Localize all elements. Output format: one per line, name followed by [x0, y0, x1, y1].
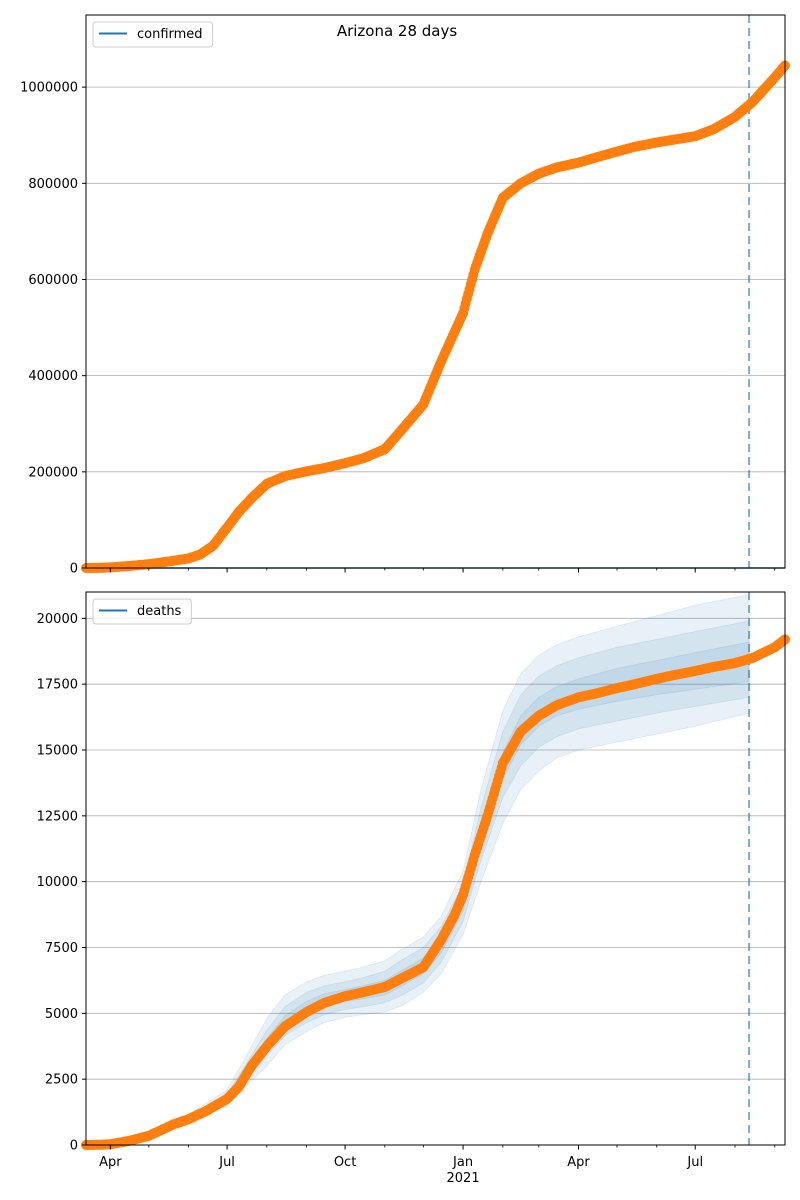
deaths-observed-series [81, 634, 790, 1150]
y-tick-label: 1000000 [20, 81, 78, 96]
deaths-y-axis: 0 2500 5000 7500 10000 12500 15000 17500 20000 [37, 612, 86, 1154]
x-tick-sublabel: 2021 [447, 1171, 480, 1186]
y-tick-label: 600000 [28, 273, 78, 288]
y-tick-label: 15000 [37, 744, 78, 759]
x-tick-label: Apr [567, 1155, 590, 1170]
confirmed-panel: 0 200000 400000 600000 800000 1000000 confirm… [20, 14, 790, 577]
legend-label: confirmed [137, 27, 203, 42]
y-tick-label: 12500 [37, 809, 78, 824]
x-tick-label: Jan [452, 1155, 473, 1170]
y-tick-label: 17500 [37, 678, 78, 693]
y-tick-label: 5000 [45, 1007, 78, 1022]
y-tick-label: 7500 [45, 941, 78, 956]
y-tick-label: 0 [70, 1139, 78, 1154]
deaths-axes-frame [85, 591, 786, 1146]
legend-box [92, 21, 214, 48]
x-tick-label: Apr [99, 1155, 122, 1170]
confirmed-axes-frame [85, 14, 786, 569]
y-tick-label: 2500 [45, 1073, 78, 1088]
legend-box [92, 598, 192, 625]
y-tick-label: 400000 [28, 369, 78, 384]
y-tick-label: 20000 [37, 612, 78, 627]
confirmed-legend: confirmed [92, 21, 214, 48]
y-tick-label: 200000 [28, 465, 78, 480]
deaths-panel: 0 2500 5000 7500 10000 12500 15000 17500 20000 A… [37, 591, 790, 1186]
confirmed-x-axis [109, 568, 776, 573]
deaths-legend: deaths [92, 598, 192, 625]
y-tick-label: 800000 [28, 177, 78, 192]
deaths-grid [86, 617, 785, 1080]
x-tick-label: Jul [218, 1155, 235, 1170]
y-tick-label: 10000 [37, 875, 78, 890]
figure-title: Arizona 28 days [337, 22, 458, 40]
legend-label: deaths [137, 604, 182, 619]
confirmed-y-axis: 0 200000 400000 600000 800000 1000000 [20, 81, 86, 577]
y-tick-label: 0 [70, 562, 78, 577]
x-tick-label: Oct [334, 1155, 356, 1170]
x-tick-label: Jul [686, 1155, 703, 1170]
